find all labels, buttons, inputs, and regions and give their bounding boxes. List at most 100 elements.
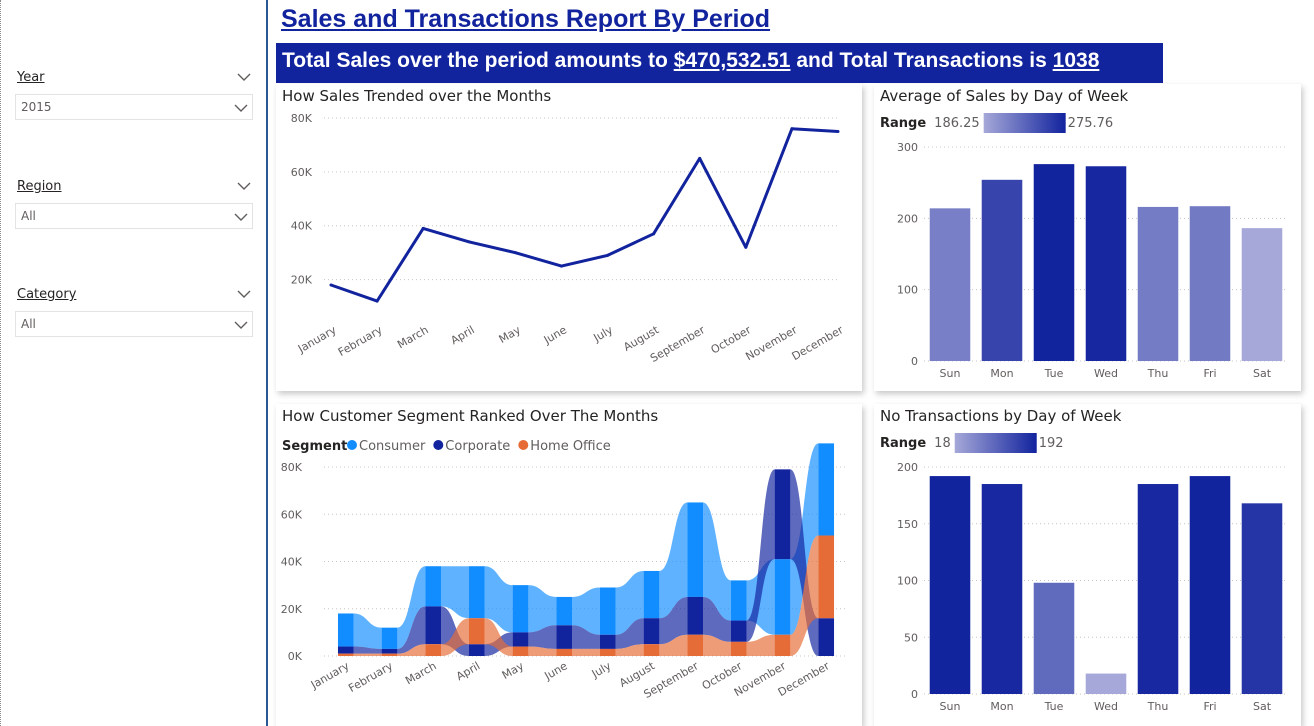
year-dropdown[interactable]: 2015 (15, 94, 253, 120)
ribbon-connector (572, 587, 600, 635)
chevron-down-icon[interactable] (237, 179, 251, 193)
x-tick-label: Fri (1203, 367, 1216, 380)
region-selected-value: All (21, 209, 36, 223)
segment-ribbon-title: How Customer Segment Ranked Over The Mon… (282, 407, 659, 425)
ribbon-segment (425, 566, 442, 607)
ribbon-segment (337, 613, 354, 647)
x-tick-label: June (542, 659, 570, 683)
legend-item: Home Office (530, 439, 610, 454)
segment-ribbon-visual[interactable]: Segment Consumer Corporate Home Office 0K 20K… (276, 404, 862, 726)
bar (1085, 166, 1127, 361)
bar (981, 484, 1023, 694)
chevron-down-icon[interactable] (234, 210, 248, 224)
region-dropdown[interactable]: All (15, 203, 253, 229)
category-slicer-header[interactable]: Category (15, 285, 255, 307)
region-slicer-header[interactable]: Region (15, 177, 255, 199)
data-point (421, 226, 425, 230)
ribbon-connector (615, 570, 644, 635)
x-tick-label: March (395, 323, 431, 351)
segment-legend-title: Segment (282, 439, 347, 454)
bar (1033, 582, 1075, 694)
ribbon-segment (818, 618, 835, 656)
legend-item: Corporate (445, 439, 510, 454)
ribbon-segment (337, 653, 354, 656)
data-point (606, 253, 610, 257)
sales-trend-visual[interactable]: 20K 40K 60K 80K January February March April May… (276, 84, 862, 391)
x-tick-label: May (497, 323, 524, 346)
y-tick-label: 80K (281, 461, 303, 474)
bar (1085, 673, 1127, 694)
total-sales-value: $470,532.51 (673, 49, 791, 72)
ribbon-segment (599, 648, 616, 656)
ribbon-segment (512, 646, 529, 656)
ribbon-connector (484, 618, 513, 656)
y-tick-label: 20K (281, 603, 303, 616)
x-tick-label: June (541, 323, 569, 347)
y-tick-label: 300 (897, 141, 918, 154)
ribbon-segment (381, 648, 398, 654)
ribbon-connector (659, 634, 688, 656)
y-tick-label: 40K (291, 220, 313, 233)
y-tick-label: 40K (281, 556, 303, 569)
bar (929, 476, 971, 694)
bar (1033, 164, 1075, 361)
ribbon-segment (643, 644, 660, 656)
x-tick-label: January (308, 659, 352, 692)
ribbon-segment (468, 644, 485, 656)
ribbon-connector (572, 625, 600, 649)
year-slicer-header[interactable]: Year (15, 68, 255, 90)
transactions-dow-chart: Range 18 192 0 50 100 150 200 Sun Mon Tue Wed Thu Fri… (880, 433, 1288, 713)
year-slicer-title: Year (17, 70, 45, 85)
ribbon-segment (425, 644, 442, 656)
data-point (559, 264, 563, 268)
ribbon-segment (687, 596, 704, 635)
year-selected-value: 2015 (21, 100, 52, 114)
category-selected-value: All (21, 317, 36, 331)
x-tick-label: Sun (940, 700, 961, 713)
y-tick-label: 100 (897, 284, 918, 297)
bar (1241, 503, 1283, 694)
avg-sales-dow-visual[interactable]: Range 186.25 275.76 0 100 200 300 Sun Mon Tue Wed T… (874, 84, 1301, 391)
chevron-down-icon[interactable] (234, 101, 248, 115)
x-tick-label: Tue (1044, 367, 1064, 380)
ribbon-connector (397, 566, 426, 649)
legend-marker (518, 440, 529, 450)
ribbon-connector (703, 634, 731, 656)
ribbon-connector (441, 618, 469, 656)
x-tick-label: November (743, 323, 799, 363)
y-tick-label: 20K (291, 274, 313, 287)
ribbon-segment (774, 634, 791, 656)
x-tick-label: December (790, 323, 846, 363)
summary-banner: Total Sales over the period amounts to $… (276, 43, 1163, 83)
ribbon-segment (556, 648, 573, 656)
banner-prefix: Total Sales over the period amounts to (282, 49, 674, 72)
category-slicer-title: Category (17, 287, 77, 302)
ribbon-segment (512, 585, 529, 633)
chevron-down-icon[interactable] (237, 287, 251, 301)
ribbon-segment (337, 646, 354, 654)
chevron-down-icon[interactable] (234, 318, 248, 332)
ribbon-segment (818, 535, 835, 619)
ribbon-segment (687, 502, 704, 597)
ribbon-connector (441, 566, 469, 619)
ribbon-segment (774, 559, 791, 635)
range-legend-label: Range (880, 116, 926, 131)
ribbon-connector (528, 585, 557, 633)
data-point (513, 251, 517, 255)
avg-sales-dow-title: Average of Sales by Day of Week (880, 87, 1129, 105)
chevron-down-icon[interactable] (237, 70, 251, 84)
data-point (375, 299, 379, 303)
category-dropdown[interactable]: All (15, 311, 253, 337)
y-tick-label: 100 (897, 575, 918, 588)
x-tick-label: July (591, 323, 616, 345)
y-tick-label: 60K (291, 166, 313, 179)
filter-pane: Year 2015 Region All Category All (0, 0, 268, 726)
transactions-dow-visual[interactable]: Range 18 192 0 50 100 150 200 Sun Mon Tue Wed Thu Fri… (874, 404, 1301, 726)
ribbon-connector (703, 502, 731, 621)
range-legend-label: Range (880, 436, 926, 451)
ribbon-connector (397, 644, 426, 656)
ribbon-connector (790, 443, 819, 635)
x-tick-label: Thu (1147, 367, 1169, 380)
bar (1137, 484, 1179, 694)
